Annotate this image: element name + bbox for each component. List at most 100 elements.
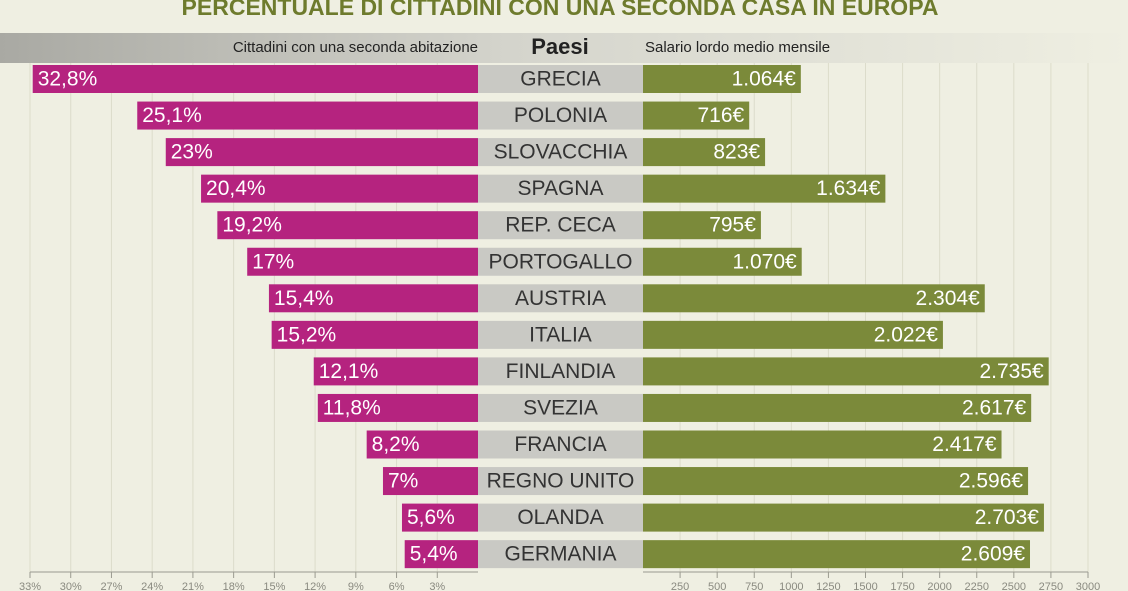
bar	[165, 138, 478, 167]
bar	[247, 247, 478, 276]
value-label: 17%	[252, 250, 294, 273]
category-band	[478, 393, 643, 422]
bar	[32, 65, 479, 93]
value-label: 19,2%	[222, 214, 282, 237]
x-tick-label: 18%	[223, 581, 245, 591]
value-label: 7%	[388, 470, 418, 493]
category-label: GRECIA	[520, 68, 601, 91]
x-tick-label: 1000	[779, 581, 803, 591]
bar	[643, 247, 802, 276]
x-tick-label: 2500	[1002, 581, 1026, 591]
category-band	[478, 284, 643, 313]
category-band	[478, 540, 643, 569]
value-label: 1.064€	[732, 68, 797, 91]
x-tick-label: 2750	[1039, 581, 1063, 591]
x-tick-label: 9%	[348, 581, 364, 591]
chart-title: PERCENTUALE DI CITTADINI CON UNA SECONDA…	[182, 0, 939, 20]
category-label: PORTOGALLO	[489, 250, 633, 273]
x-tick-label: 500	[708, 581, 726, 591]
value-label: 11,8%	[323, 396, 381, 419]
bar	[643, 503, 1044, 532]
value-label: 15,2%	[277, 323, 337, 346]
x-tick-label: 12%	[304, 581, 326, 591]
value-label: 2.617€	[962, 396, 1027, 419]
bar	[404, 540, 478, 569]
category-label: POLONIA	[514, 104, 607, 127]
bar	[643, 430, 1002, 459]
category-label: AUSTRIA	[515, 287, 606, 310]
x-tick-label: 3000	[1076, 581, 1100, 591]
category-label: GERMANIA	[504, 543, 616, 566]
value-label: 2.735€	[979, 360, 1044, 383]
x-tick-label: 1750	[890, 581, 914, 591]
value-label: 12,1%	[319, 360, 379, 383]
x-tick-label: 15%	[263, 581, 285, 591]
bar	[366, 430, 478, 459]
category-band	[478, 65, 643, 93]
bar	[643, 540, 1031, 569]
value-label: 8,2%	[372, 433, 420, 456]
category-band	[478, 357, 643, 386]
category-band	[478, 247, 643, 276]
value-label: 2.022€	[874, 323, 939, 346]
bar	[268, 284, 478, 313]
value-label: 23%	[171, 141, 213, 164]
value-label: 823€	[713, 141, 760, 164]
bar	[201, 174, 478, 203]
right-header: Salario lordo medio mensile	[645, 39, 830, 56]
value-label: 25,1%	[142, 104, 202, 127]
x-tick-label: 24%	[141, 581, 163, 591]
bar	[313, 357, 478, 386]
x-tick-label: 3%	[429, 581, 445, 591]
value-label: 2.417€	[932, 433, 997, 456]
value-label: 5,4%	[410, 543, 458, 566]
x-tick-label: 2000	[927, 581, 951, 591]
value-label: 716€	[697, 104, 744, 127]
category-band	[478, 174, 643, 203]
x-tick-label: 1250	[816, 581, 840, 591]
x-tick-label: 250	[671, 581, 689, 591]
x-tick-label: 33%	[19, 581, 41, 591]
category-label: REP. CECA	[505, 214, 616, 237]
bar	[643, 101, 750, 130]
value-label: 2.609€	[961, 543, 1026, 566]
bar	[643, 357, 1049, 386]
category-band	[478, 467, 643, 496]
value-label: 1.070€	[732, 250, 797, 273]
category-band	[478, 320, 643, 349]
category-label: REGNO UNITO	[487, 470, 635, 493]
x-tick-label: 21%	[182, 581, 204, 591]
category-band	[478, 138, 643, 167]
category-label: FRANCIA	[514, 433, 606, 456]
value-label: 795€	[709, 214, 756, 237]
value-label: 15,4%	[274, 287, 334, 310]
category-label: SPAGNA	[518, 177, 604, 200]
value-label: 2.304€	[916, 287, 981, 310]
category-label: OLANDA	[517, 506, 603, 529]
x-tick-label: 6%	[389, 581, 405, 591]
category-band	[478, 503, 643, 532]
value-label: 5,6%	[407, 506, 455, 529]
bar	[643, 65, 801, 93]
bar	[643, 211, 761, 240]
category-label: FINLANDIA	[506, 360, 616, 383]
bar	[382, 467, 478, 496]
category-label: ITALIA	[529, 323, 592, 346]
bar	[643, 467, 1029, 496]
bar	[643, 320, 943, 349]
x-tick-label: 750	[745, 581, 763, 591]
value-label: 32,8%	[38, 68, 98, 91]
x-tick-label: 2250	[965, 581, 989, 591]
bar	[137, 101, 479, 130]
bar	[643, 174, 886, 203]
category-band	[478, 430, 643, 459]
category-band	[478, 101, 643, 130]
left-header: Cittadini con una seconda abitazione	[233, 39, 478, 56]
x-tick-label: 1500	[853, 581, 877, 591]
value-label: 20,4%	[206, 177, 266, 200]
category-label: SVEZIA	[523, 396, 598, 419]
category-band	[478, 211, 643, 240]
bar	[217, 211, 478, 240]
bar	[643, 284, 985, 313]
